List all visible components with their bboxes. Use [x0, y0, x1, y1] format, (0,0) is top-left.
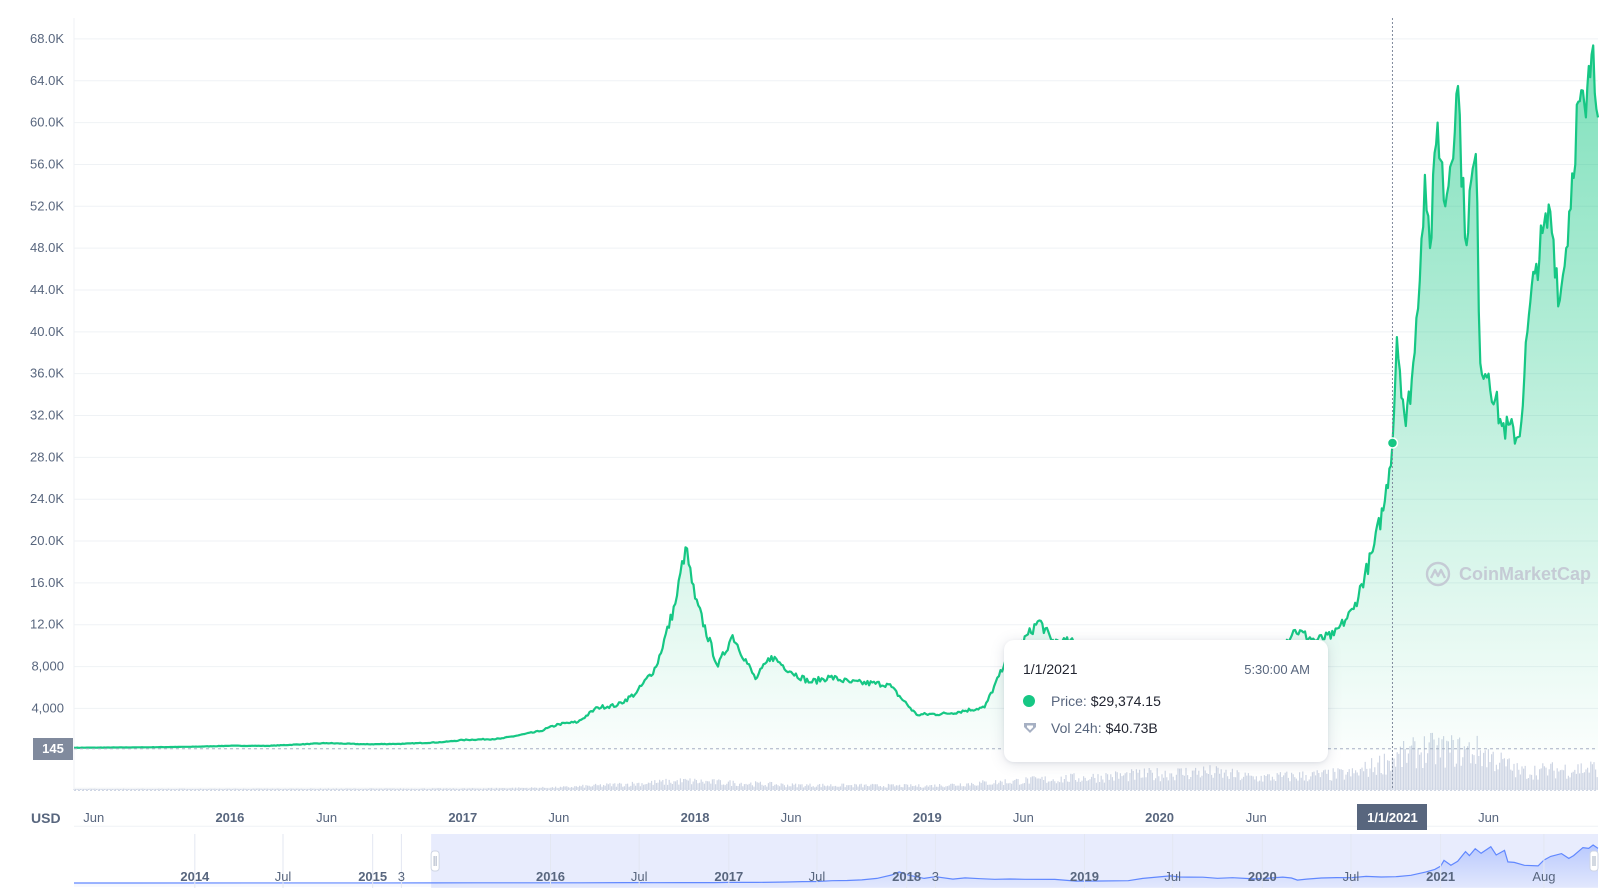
navigator-label: Jul	[631, 869, 648, 884]
navigator-label: 2017	[714, 869, 743, 884]
navigator[interactable]: 2014 Jul 2015 3 2016 Jul 2017 Jul 2018 3 2019 Jul 20…	[73, 834, 1599, 888]
x-tick-label: 2016	[215, 810, 244, 825]
y-tick-label: 32.0K	[30, 408, 64, 423]
navigator-label: 2016	[536, 869, 565, 884]
y-tick-label: 44.0K	[30, 282, 64, 297]
navigator-label: 2020	[1248, 869, 1277, 884]
navigator-label: 3	[932, 869, 939, 884]
tooltip-volume-label: Vol 24h:	[1051, 720, 1102, 736]
watermark-text: CoinMarketCap	[1459, 563, 1592, 584]
navigator-label: 2021	[1426, 869, 1455, 884]
current-price-badge: 145	[33, 737, 73, 760]
y-tick-label: 48.0K	[30, 240, 64, 255]
x-tick-label: Jun	[548, 810, 569, 825]
currency-label: USD	[31, 810, 61, 826]
navigator-line	[73, 844, 1599, 884]
y-tick-label: 64.0K	[30, 73, 64, 88]
volume-bar-series	[73, 732, 1598, 790]
y-tick-label: 56.0K	[30, 156, 64, 171]
navigator-label: Jul	[1164, 869, 1181, 884]
tooltip-volume-row: Vol 24h: $40.73B	[1023, 720, 1158, 736]
y-tick-label: 8,000	[31, 659, 64, 674]
navigator-right-handle[interactable]	[1589, 850, 1599, 872]
navigator-label: 2015	[358, 869, 387, 884]
x-tick-label: 2019	[913, 810, 942, 825]
price-tooltip: 1/1/2021 5:30:00 AM Price: $29,374.15 Vo…	[1004, 640, 1328, 762]
x-tick-label: Jun	[1246, 810, 1267, 825]
y-tick-label: 16.0K	[30, 575, 64, 590]
price-area-fill	[74, 45, 1598, 751]
price-line	[73, 44, 1600, 749]
tooltip-time: 5:30:00 AM	[1244, 662, 1310, 677]
crosshair-date-badge: 1/1/2021	[1357, 804, 1428, 830]
x-tick-label: Jun	[1013, 810, 1034, 825]
price-line-group[interactable]	[73, 44, 1600, 749]
navigator-label: Jul	[809, 869, 826, 884]
tooltip-volume-value: $40.73B	[1105, 720, 1158, 736]
coinmarketcap-watermark: CoinMarketCap	[1425, 561, 1591, 587]
x-axis: Jun 2016 Jun 2017 Jun 2018 Jun 2019 Jun 2020 Jun Ju…	[83, 810, 1499, 825]
tooltip-price-row: Price: $29,374.15	[1023, 693, 1161, 709]
handle-grip-icon	[430, 850, 440, 872]
navigator-label: 3	[398, 869, 405, 884]
y-tick-label: 4,000	[31, 700, 64, 715]
x-tick-label: Jun	[83, 810, 104, 825]
handle-grip-icon	[1589, 850, 1599, 872]
y-tick-label: 20.0K	[30, 533, 64, 548]
x-tick-label: 2020	[1145, 810, 1174, 825]
tooltip-price-label: Price:	[1051, 693, 1087, 709]
green-dot-icon	[1023, 695, 1035, 707]
price-area	[74, 45, 1598, 751]
navigator-label: 2014	[180, 869, 210, 884]
navigator-area	[74, 845, 1598, 887]
x-tick-label: 2018	[681, 810, 710, 825]
coinmarketcap-logo-icon	[1425, 561, 1451, 587]
navigator-label: Aug	[1532, 869, 1555, 884]
volume-shield-icon	[1024, 723, 1036, 733]
x-tick-label: Jun	[781, 810, 802, 825]
tooltip-date: 1/1/2021	[1023, 661, 1078, 677]
x-tick-label: 2017	[448, 810, 477, 825]
crosshair	[74, 18, 1598, 790]
x-tick-label: Jun	[1478, 810, 1499, 825]
navigator-label: 2018	[892, 869, 921, 884]
y-tick-label: 12.0K	[30, 617, 64, 632]
y-tick-label: 60.0K	[30, 115, 64, 130]
tooltip-price-value: $29,374.15	[1090, 693, 1161, 709]
navigator-label: Jul	[1343, 869, 1360, 884]
y-axis: 4,000 8,000 12.0K 16.0K 20.0K 24.0K 28.0K 32.0K…	[30, 31, 64, 715]
y-tick-label: 36.0K	[30, 366, 64, 381]
volume-bars	[73, 732, 1598, 790]
navigator-label: Jul	[275, 869, 292, 884]
y-tick-label: 40.0K	[30, 324, 64, 339]
highlight-point	[1386, 437, 1399, 449]
navigator-left-handle[interactable]	[430, 850, 440, 872]
y-tick-label: 68.0K	[30, 31, 64, 46]
y-tick-label: 52.0K	[30, 198, 64, 213]
navigator-label: 2019	[1070, 869, 1099, 884]
x-tick-label: Jun	[316, 810, 337, 825]
y-tick-label: 28.0K	[30, 449, 64, 464]
y-tick-label: 24.0K	[30, 491, 64, 506]
